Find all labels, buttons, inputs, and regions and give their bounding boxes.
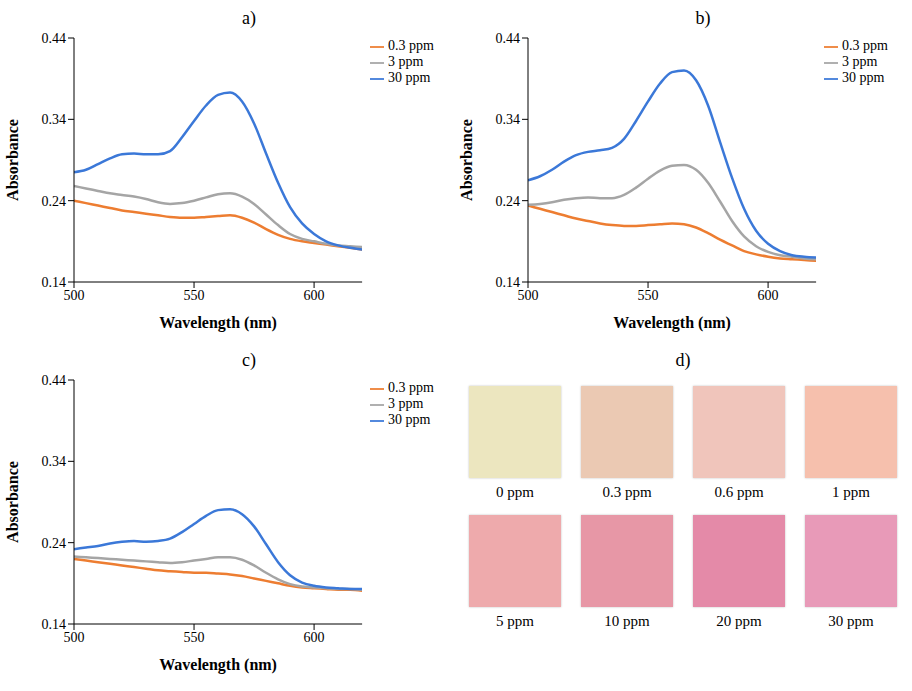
svg-text:Wavelength (nm): Wavelength (nm): [159, 314, 277, 332]
svg-text:550: 550: [638, 288, 659, 303]
svg-text:0.44: 0.44: [42, 31, 67, 46]
svg-text:550: 550: [184, 630, 205, 645]
html-text:3 ppm: 3 ppm: [842, 54, 878, 69]
html-text:1 ppm: 1 ppm: [832, 484, 870, 500]
html-text:3 ppm: 3 ppm: [388, 396, 424, 411]
html-text:c): c): [242, 350, 256, 370]
svg-text:Wavelength (nm): Wavelength (nm): [159, 656, 277, 674]
svg-text:550: 550: [184, 288, 205, 303]
html-text:d): d): [675, 350, 691, 370]
html-text:b): b): [695, 8, 711, 28]
svg-text:600: 600: [758, 288, 779, 303]
html-text:0.3 ppm: 0.3 ppm: [602, 484, 652, 500]
svg-text:0.34: 0.34: [496, 112, 521, 127]
svg-text:Absorbance: Absorbance: [4, 119, 21, 201]
html-text:a): a): [242, 8, 256, 28]
svg-text:0.44: 0.44: [42, 373, 67, 388]
svg-text:500: 500: [64, 630, 85, 645]
svg-text:500: 500: [64, 288, 85, 303]
svg-text:0.24: 0.24: [496, 194, 521, 209]
html-text:0.3 ppm: 0.3 ppm: [388, 380, 434, 395]
html-text:30 ppm: 30 ppm: [828, 613, 874, 629]
html-text:3 ppm: 3 ppm: [388, 54, 424, 69]
html-text:30 ppm: 30 ppm: [842, 70, 885, 85]
html-text:5 ppm: 5 ppm: [496, 613, 534, 629]
html-text:20 ppm: 20 ppm: [716, 613, 762, 629]
svg-text:Wavelength (nm): Wavelength (nm): [613, 314, 731, 332]
svg-text:0.34: 0.34: [42, 112, 67, 127]
html-text:30 ppm: 30 ppm: [388, 412, 431, 427]
svg-text:0.14: 0.14: [42, 275, 67, 290]
html-text:0.3 ppm: 0.3 ppm: [388, 38, 434, 53]
svg-text:0.24: 0.24: [42, 536, 67, 551]
svg-text:Absorbance: Absorbance: [458, 119, 475, 201]
html-text:0.3 ppm: 0.3 ppm: [842, 38, 888, 53]
html-text:10 ppm: 10 ppm: [604, 613, 650, 629]
svg-text:Absorbance: Absorbance: [4, 461, 21, 543]
svg-text:0.14: 0.14: [42, 617, 67, 632]
html-text:0.6 ppm: 0.6 ppm: [714, 484, 764, 500]
svg-text:0.24: 0.24: [42, 194, 67, 209]
svg-text:500: 500: [518, 288, 539, 303]
html-text:30 ppm: 30 ppm: [388, 70, 431, 85]
html-text:0 ppm: 0 ppm: [496, 484, 534, 500]
svg-text:600: 600: [304, 288, 325, 303]
svg-text:600: 600: [304, 630, 325, 645]
svg-text:0.44: 0.44: [496, 31, 521, 46]
svg-text:0.14: 0.14: [496, 275, 521, 290]
svg-text:0.34: 0.34: [42, 454, 67, 469]
